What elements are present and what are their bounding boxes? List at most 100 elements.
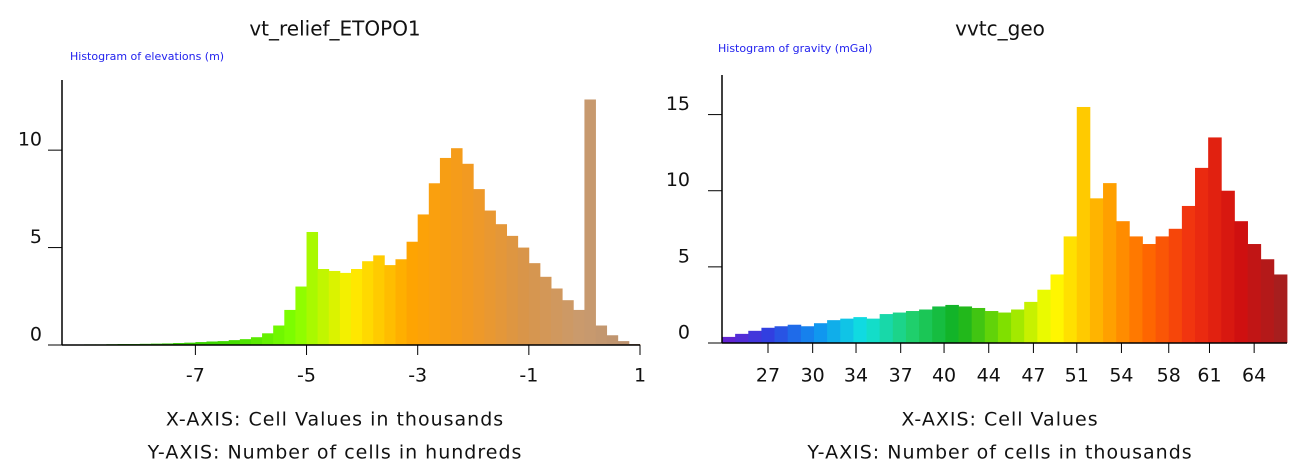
x-axis-label: X-AXIS: Cell Values in thousands: [166, 409, 504, 431]
y-axis-label: Y-AXIS: Number of cells in hundreds: [147, 442, 523, 464]
histogram-bar: [451, 148, 463, 345]
histogram-bar: [853, 317, 867, 343]
histogram-bar: [373, 255, 385, 345]
x-tick-label: 34: [844, 365, 868, 387]
histogram-bar: [551, 288, 563, 345]
histogram-bar: [1024, 301, 1038, 343]
histogram-bar: [1050, 274, 1065, 343]
histogram-bar: [787, 324, 802, 343]
y-tick-label: 10: [666, 169, 690, 191]
x-tick-label: -1: [519, 365, 538, 387]
histogram-bar: [328, 270, 341, 345]
x-tick-label: 44: [977, 365, 1001, 387]
histogram-bar: [517, 247, 530, 345]
histogram-bar: [997, 312, 1012, 343]
y-tick-label: 0: [30, 324, 42, 346]
x-tick-label: 37: [889, 365, 913, 387]
histogram-bar: [584, 99, 596, 345]
histogram-bar: [748, 330, 762, 343]
histogram-bar: [932, 306, 946, 343]
y-tick-label: 5: [678, 245, 690, 267]
histogram-bar: [827, 320, 841, 343]
histogram-bar: [735, 333, 749, 343]
histogram-bar: [562, 300, 574, 345]
histogram-bar: [774, 326, 789, 343]
histogram-bar: [462, 163, 474, 345]
chart-subtitle: Histogram of gravity (mGal): [718, 42, 872, 55]
histogram-bar: [813, 323, 828, 343]
x-axis-label: X-AXIS: Cell Values: [901, 409, 1098, 431]
histogram-bar: [417, 214, 430, 345]
histogram-bar: [395, 259, 407, 345]
x-tick-label: 51: [1065, 365, 1089, 387]
histogram-bar: [573, 309, 585, 345]
chart-subtitle: Histogram of elevations (m): [70, 50, 224, 63]
histogram-bar: [1155, 236, 1170, 343]
histogram-bar: [1037, 289, 1051, 343]
histogram-bar: [1181, 205, 1196, 343]
x-tick-label: 30: [801, 365, 825, 387]
histogram-bar: [1234, 221, 1248, 343]
x-tick-label: 40: [932, 365, 956, 387]
x-tick-label: 64: [1242, 365, 1266, 387]
histogram-bar: [262, 333, 274, 345]
x-tick-label: 54: [1109, 365, 1133, 387]
histogram-bar: [428, 183, 441, 345]
histogram-bar: [1129, 236, 1143, 343]
histogram-bar: [384, 265, 396, 345]
histogram-bar: [539, 276, 552, 345]
histogram-bar: [406, 241, 419, 345]
x-tick-label: -7: [186, 365, 205, 387]
histogram-bar: [761, 327, 775, 343]
y-tick-label: 0: [678, 322, 690, 344]
histogram-bar: [1221, 190, 1235, 343]
histogram-bar: [173, 343, 185, 345]
y-tick-label: 5: [30, 226, 42, 248]
histogram-bar: [1103, 183, 1117, 343]
histogram-bar: [606, 335, 619, 345]
histogram-bar: [958, 306, 973, 343]
histogram-bar: [722, 336, 736, 343]
histogram-bar: [800, 326, 815, 343]
histogram-bar: [1247, 244, 1262, 343]
histogram-bar: [295, 286, 307, 345]
y-axis-label: Y-AXIS: Number of cells in thousands: [806, 442, 1192, 464]
histogram-bar: [1260, 259, 1275, 343]
histogram-bar: [1011, 309, 1025, 343]
histogram-bar: [217, 341, 230, 345]
histogram-bar: [1273, 274, 1288, 343]
chart-title: vvtc_geo: [955, 17, 1045, 41]
histogram-bar: [495, 224, 508, 345]
x-tick-label: 1: [634, 365, 646, 387]
histogram-bar: [317, 269, 330, 345]
histogram-bar: [362, 261, 374, 345]
histogram-bar: [306, 231, 319, 345]
y-tick-label: 15: [666, 93, 690, 115]
histogram-bar: [595, 325, 608, 345]
histogram-bar: [840, 318, 854, 343]
histogram-bar: [250, 337, 263, 345]
histogram-bar: [1076, 106, 1091, 344]
histogram-bar: [184, 342, 196, 345]
histogram-bar: [1195, 167, 1209, 343]
histogram-bar: [892, 312, 907, 343]
histogram-bar: [866, 318, 881, 343]
chart-title: vt_relief_ETOPO1: [249, 17, 420, 41]
histogram-bar: [1116, 221, 1130, 343]
histogram-bar: [879, 314, 894, 343]
histogram-bar: [905, 311, 920, 343]
histogram-bar: [1208, 137, 1222, 343]
histogram-bar: [339, 272, 352, 345]
histogram-bar: [239, 339, 252, 345]
histogram-bar: [206, 341, 219, 345]
histogram-bar: [1142, 244, 1157, 343]
x-tick-label: 47: [1021, 365, 1045, 387]
histogram-bar: [506, 235, 519, 345]
x-tick-label: 61: [1197, 365, 1221, 387]
histogram-bar: [162, 343, 174, 345]
x-tick-label: -3: [408, 365, 427, 387]
histogram-bar: [945, 304, 959, 343]
histogram-bar: [228, 340, 241, 345]
